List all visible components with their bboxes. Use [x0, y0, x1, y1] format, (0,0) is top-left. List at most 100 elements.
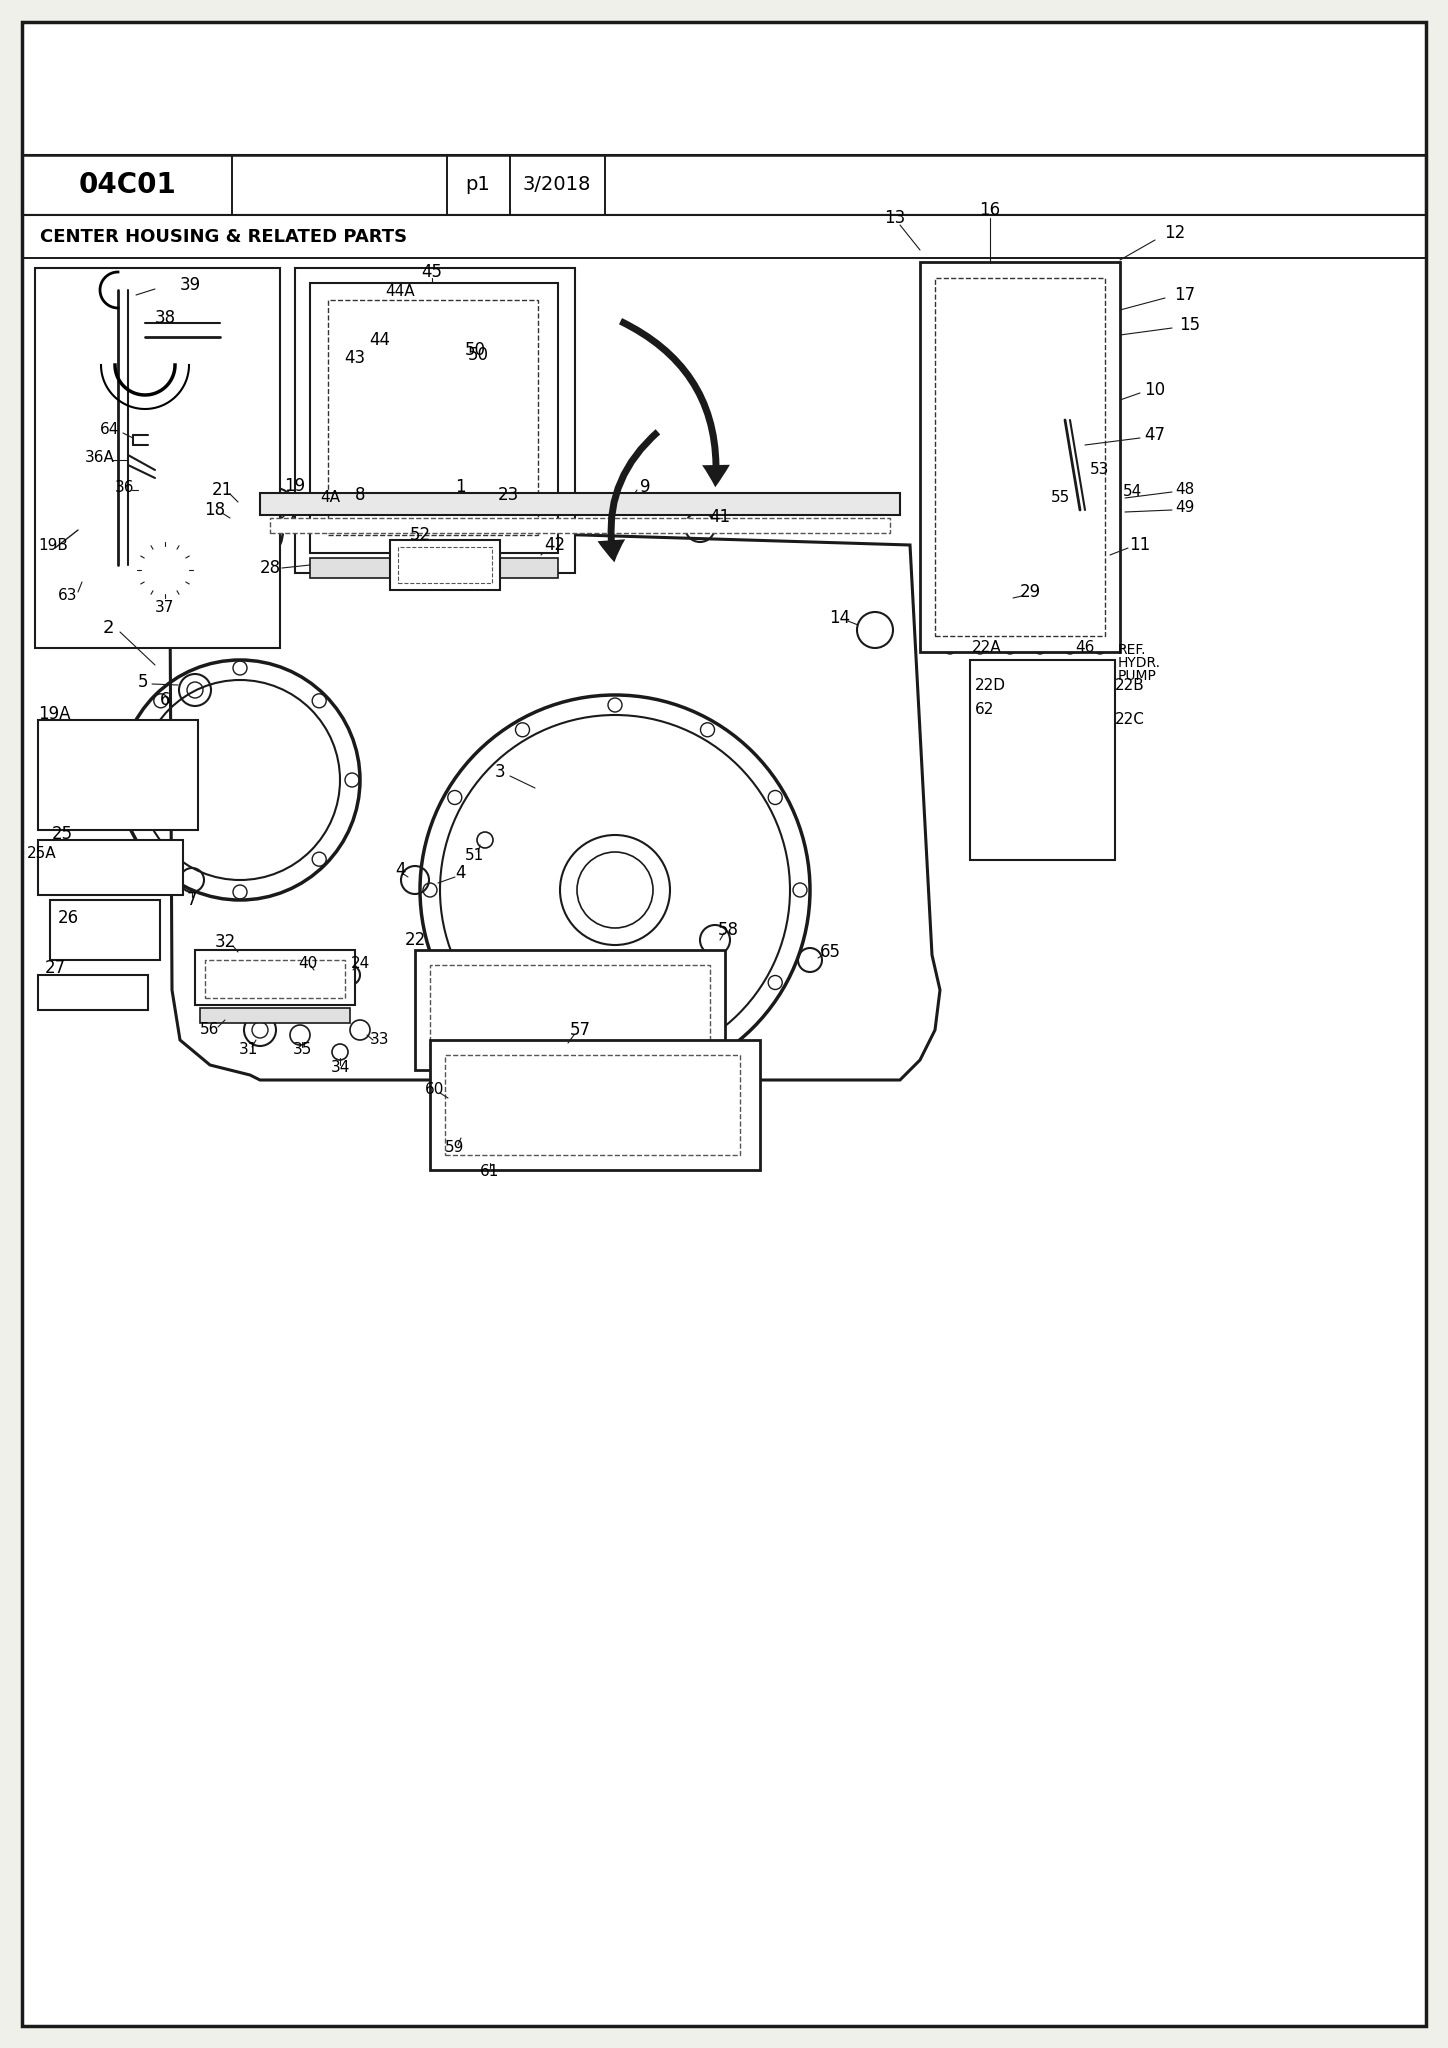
Bar: [919, 262, 1119, 651]
Bar: [295, 268, 575, 573]
Bar: [390, 541, 500, 590]
Text: 40: 40: [298, 956, 317, 971]
Text: 51: 51: [465, 848, 485, 862]
Text: 48: 48: [1176, 483, 1195, 498]
FancyArrowPatch shape: [598, 430, 660, 563]
Text: 49: 49: [1176, 500, 1195, 516]
Bar: [22, 215, 1426, 258]
Text: 57: 57: [569, 1022, 591, 1038]
Text: 14: 14: [830, 608, 850, 627]
Text: 36: 36: [116, 481, 135, 496]
Text: 33: 33: [371, 1032, 390, 1047]
Text: 4: 4: [395, 860, 405, 879]
Text: 9: 9: [640, 477, 650, 496]
Text: 35: 35: [292, 1042, 311, 1057]
Text: CENTER HOUSING & RELATED PARTS: CENTER HOUSING & RELATED PARTS: [41, 227, 407, 246]
Text: 3/2018: 3/2018: [523, 176, 591, 195]
Text: PUMP: PUMP: [1118, 670, 1157, 682]
Text: 46: 46: [1076, 641, 1095, 655]
Polygon shape: [169, 520, 940, 1079]
Text: 1: 1: [455, 477, 465, 496]
Text: 29: 29: [1019, 584, 1041, 600]
Bar: [310, 283, 557, 553]
Text: 19A: 19A: [38, 705, 71, 723]
Text: 3: 3: [495, 764, 505, 780]
Text: 32: 32: [214, 934, 236, 950]
Bar: [38, 975, 148, 1010]
Bar: [310, 557, 557, 578]
Text: 8: 8: [355, 485, 365, 504]
Text: 45: 45: [421, 262, 443, 281]
Text: 11: 11: [1129, 537, 1151, 555]
Text: 15: 15: [1180, 315, 1200, 334]
Text: 44: 44: [369, 332, 391, 348]
Text: 61: 61: [481, 1165, 500, 1180]
Text: 44A: 44A: [385, 285, 414, 299]
Text: 22C: 22C: [1115, 713, 1145, 727]
Text: 50: 50: [468, 346, 488, 365]
Text: 37: 37: [155, 600, 175, 616]
Text: 24: 24: [350, 956, 369, 971]
Text: 4A: 4A: [320, 492, 340, 506]
Text: 22B: 22B: [1115, 678, 1145, 692]
Text: 50: 50: [465, 342, 485, 358]
Text: 10: 10: [1144, 381, 1166, 399]
Text: 19B: 19B: [38, 537, 68, 553]
Text: 28: 28: [259, 559, 281, 578]
Text: 36A: 36A: [85, 451, 114, 465]
Text: 19: 19: [284, 477, 306, 496]
Text: 04C01: 04C01: [78, 170, 175, 199]
Text: 16: 16: [979, 201, 1001, 219]
Text: 7: 7: [187, 891, 197, 909]
Text: 59: 59: [446, 1141, 465, 1155]
Text: 38: 38: [155, 309, 175, 328]
Text: 65: 65: [820, 942, 840, 961]
Bar: [398, 547, 492, 584]
Bar: [445, 1055, 740, 1155]
Text: 27: 27: [45, 958, 65, 977]
Text: 25: 25: [52, 825, 72, 844]
Bar: [430, 1040, 760, 1169]
Bar: [261, 494, 901, 514]
Text: 55: 55: [1050, 489, 1070, 504]
Bar: [195, 950, 355, 1006]
Text: 17: 17: [1174, 287, 1196, 303]
Bar: [22, 156, 1426, 215]
Text: 64: 64: [100, 422, 120, 438]
Bar: [935, 279, 1105, 637]
Text: 22D: 22D: [975, 678, 1006, 692]
Text: 6: 6: [159, 690, 171, 709]
Bar: [38, 840, 182, 895]
Text: 23: 23: [497, 485, 518, 504]
Text: 34: 34: [330, 1061, 349, 1075]
Bar: [200, 1008, 350, 1024]
Bar: [269, 518, 891, 532]
Text: 54: 54: [1124, 485, 1142, 500]
Bar: [206, 961, 345, 997]
Text: 13: 13: [885, 209, 905, 227]
Text: 47: 47: [1144, 426, 1166, 444]
Text: 31: 31: [239, 1042, 258, 1057]
Bar: [970, 659, 1115, 860]
Text: 58: 58: [718, 922, 738, 938]
FancyArrowPatch shape: [618, 317, 730, 487]
Text: 62: 62: [975, 702, 995, 717]
Text: 60: 60: [426, 1083, 445, 1098]
Text: 42: 42: [544, 537, 566, 555]
Text: 56: 56: [200, 1022, 220, 1038]
Text: 18: 18: [204, 502, 226, 518]
Text: p1: p1: [466, 176, 491, 195]
Text: 4: 4: [455, 864, 465, 883]
Text: HYDR.: HYDR.: [1118, 655, 1161, 670]
Text: 22A: 22A: [972, 641, 1002, 655]
Text: 53: 53: [1090, 463, 1109, 477]
Text: 21: 21: [211, 481, 233, 500]
Bar: [35, 268, 279, 647]
Text: 63: 63: [58, 588, 78, 602]
Text: 22: 22: [404, 932, 426, 948]
Text: 43: 43: [345, 348, 365, 367]
Bar: [430, 965, 710, 1055]
Bar: [38, 721, 198, 829]
Bar: [416, 950, 725, 1069]
Text: 52: 52: [410, 526, 430, 545]
